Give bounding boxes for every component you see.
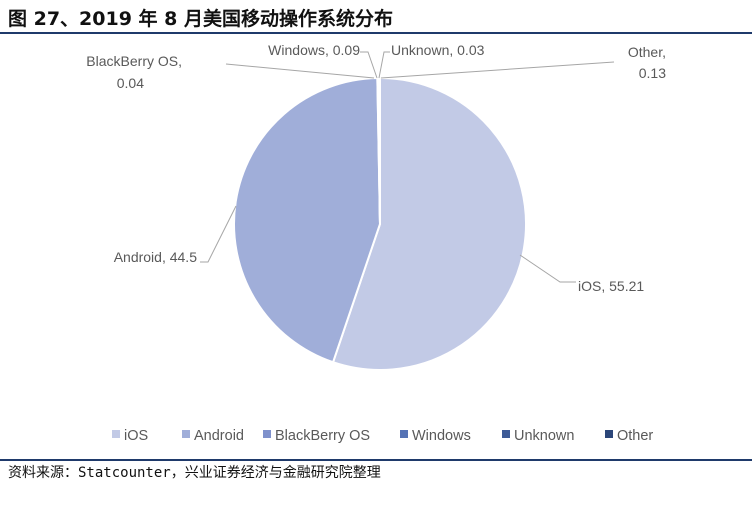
source-note: 资料来源：Statcounter，兴业证券经济与金融研究院整理 [8, 465, 381, 481]
data-labels: iOS, 55.21 Android, 44.5 BlackBerry OS, 0.0… [86, 42, 666, 294]
data-label-other-line-2: 0.13 [639, 65, 666, 81]
legend-swatch-other [605, 430, 613, 438]
leader-line-unknown [378, 51, 390, 79]
legend-label-windows: Windows [412, 428, 471, 444]
leader-line-android [200, 205, 237, 263]
legend-label-other: Other [617, 428, 653, 444]
leader-line-windows [360, 51, 378, 79]
legend-swatch-android [182, 430, 190, 438]
data-label-blackberry-os-line-2: 0.04 [117, 75, 144, 91]
legend-label-unknown: Unknown [514, 428, 574, 444]
pie-chart: iOS, 55.21 Android, 44.5 BlackBerry OS, 0.0… [86, 42, 666, 444]
data-label-android: Android, 44.5 [114, 249, 197, 265]
leader-line-other [380, 61, 615, 79]
leader-line-ios [519, 254, 576, 283]
data-label-windows: Windows, 0.09 [268, 42, 360, 58]
data-label-other-line-1: Other, [628, 44, 666, 60]
data-label-ios: iOS, 55.21 [578, 278, 644, 294]
legend-label-android: Android [194, 428, 244, 444]
pie-slice-other [377, 76, 381, 225]
leader-lines [200, 51, 615, 283]
source-rule [0, 459, 752, 461]
legend-label-blackberry-os: BlackBerry OS [275, 428, 370, 444]
data-label-blackberry-os-line-1: BlackBerry OS, [86, 53, 182, 69]
leader-line-blackberry-os [225, 63, 375, 79]
legend-swatch-ios [112, 430, 120, 438]
legend: iOS Android BlackBerry OS Windows Unknown Oth… [112, 428, 653, 444]
legend-swatch-blackberry-os [263, 430, 271, 438]
pie-slice-android [233, 77, 382, 364]
pie-slice-ios [331, 76, 527, 371]
title-rule [0, 32, 752, 34]
pie-slices [233, 76, 527, 371]
legend-swatch-windows [400, 430, 408, 438]
data-label-unknown: Unknown, 0.03 [391, 42, 485, 58]
legend-swatch-unknown [502, 430, 510, 438]
legend-label-ios: iOS [124, 428, 148, 444]
page-title: 图 27、2019 年 8 月美国移动操作系统分布 [8, 8, 394, 30]
